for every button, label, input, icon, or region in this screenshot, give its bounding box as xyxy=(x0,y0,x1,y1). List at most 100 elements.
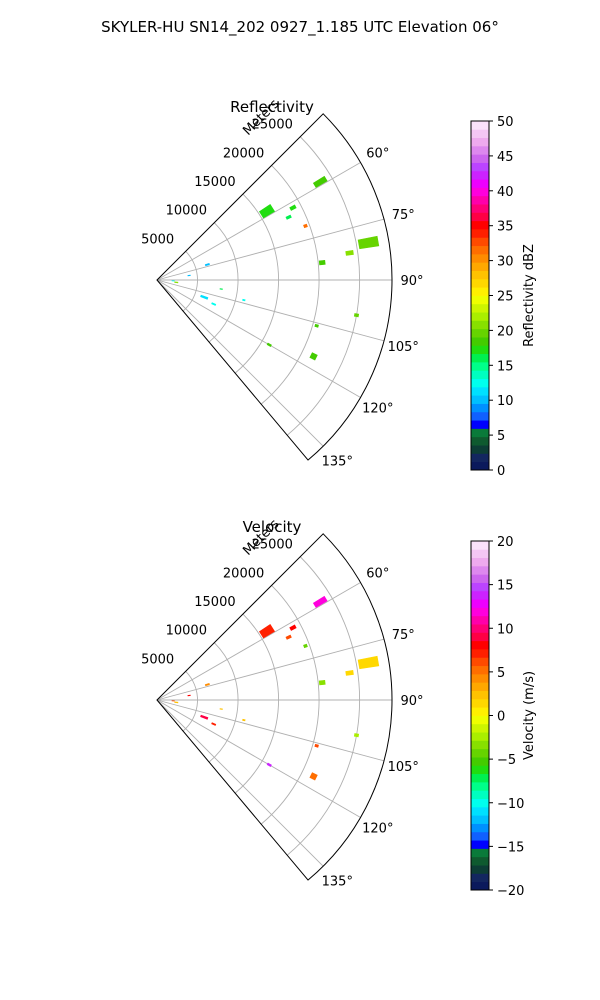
colorbar-tick-label: 40 xyxy=(497,185,514,200)
range-tick-label: 25000 xyxy=(252,538,293,553)
colorbar-segment xyxy=(471,599,489,608)
range-ring xyxy=(234,613,279,794)
colorbar-segment xyxy=(471,195,489,205)
radar-echo xyxy=(266,342,272,348)
colorbar-label: Velocity (m/s) xyxy=(522,671,537,760)
range-ring xyxy=(182,251,198,312)
panel-0: Reflectivity60°75°90°105°120°135°5000100… xyxy=(141,97,537,479)
colorbar-tick-label: −15 xyxy=(497,840,524,855)
colorbar-segment xyxy=(471,657,489,667)
colorbar-segment xyxy=(471,757,489,766)
radar-echo xyxy=(303,223,308,229)
colorbar-segment xyxy=(471,179,489,188)
radar-echo xyxy=(309,772,318,781)
azimuth-gridline xyxy=(156,699,385,762)
range-ring xyxy=(208,642,239,763)
colorbar-segment xyxy=(471,590,489,600)
radar-echo xyxy=(357,655,380,670)
angle-tick-label: 135° xyxy=(322,454,353,469)
azimuth-gridline xyxy=(156,279,385,342)
colorbar-segment xyxy=(471,698,489,708)
angle-tick-label: 120° xyxy=(362,821,393,836)
panel-1: Velocity 60° 75° 90° 105° 120° 135° 5000 10000 15… xyxy=(141,517,537,899)
colorbar-segment xyxy=(471,665,489,675)
colorbar-segment xyxy=(471,154,489,163)
radar-echo xyxy=(318,679,326,686)
range-ring xyxy=(182,671,198,732)
colorbar-segment xyxy=(471,565,489,575)
azimuth-gridline xyxy=(156,699,324,867)
radar-echo xyxy=(242,718,246,722)
range-tick-label: 20000 xyxy=(223,146,264,161)
radar-echo xyxy=(200,714,209,720)
range-tick-label: 25000 xyxy=(252,118,293,133)
colorbar-tick-label: 30 xyxy=(497,255,514,270)
sector-outline xyxy=(156,533,393,881)
colorbar-segment xyxy=(471,145,489,155)
colorbar-tick-label: 25 xyxy=(497,290,514,305)
sector-outline xyxy=(156,113,393,461)
radar-echo xyxy=(353,733,360,738)
azimuth-gridline xyxy=(156,638,385,701)
colorbar-segment xyxy=(471,790,489,799)
azimuth-gridline xyxy=(156,279,361,398)
colorbar-segment xyxy=(471,732,489,741)
angle-tick-label: 105° xyxy=(388,760,419,775)
azimuth-gridline xyxy=(156,699,361,818)
colorbar-tick-label: 10 xyxy=(497,394,514,409)
range-ring xyxy=(260,165,320,405)
radar-echo xyxy=(219,288,223,290)
colorbar-segment xyxy=(471,312,489,321)
colorbar-segment xyxy=(471,607,489,617)
colorbar-segment xyxy=(471,229,489,238)
colorbar-tick-label: 15 xyxy=(497,359,514,374)
colorbar-segment xyxy=(471,773,489,783)
colorbar-tick-label: −10 xyxy=(497,797,524,812)
colorbar-segment xyxy=(471,815,489,824)
colorbar-segment xyxy=(471,320,489,330)
radar-echo xyxy=(204,262,210,267)
azimuth-gridline xyxy=(156,279,324,447)
radar-echo xyxy=(353,313,360,318)
colorbar-segment xyxy=(471,245,489,255)
radar-echo xyxy=(289,204,297,211)
colorbar-segment xyxy=(471,445,489,454)
radar-echo xyxy=(314,743,319,748)
panels: Reflectivity60°75°90°105°120°135°5000100… xyxy=(141,97,537,899)
range-ring xyxy=(260,585,320,825)
colorbar: −20 −15 −10 −5 0 5 10 15 20 Velocity (m/s) xyxy=(470,535,537,899)
colorbar-segment xyxy=(471,170,489,180)
radar-echo xyxy=(219,708,223,710)
colorbar-segment xyxy=(471,640,489,650)
colorbar-segment xyxy=(471,831,489,841)
angle-tick-label: 90° xyxy=(400,274,423,289)
colorbar-segment xyxy=(471,453,489,463)
radar-echo xyxy=(174,701,179,704)
colorbar-segment xyxy=(471,840,489,849)
panel-title: Reflectivity xyxy=(230,98,314,116)
radar-echo xyxy=(289,624,297,631)
colorbar-segment xyxy=(471,848,489,858)
colorbar-segment xyxy=(471,237,489,247)
radar-echo xyxy=(345,670,354,676)
colorbar-tick-label: 0 xyxy=(497,464,505,479)
colorbar-segment xyxy=(471,204,489,213)
colorbar-segment xyxy=(471,723,489,733)
radar-echo xyxy=(259,623,276,639)
colorbar-tick-label: 20 xyxy=(497,324,514,339)
colorbar-segment xyxy=(471,353,489,363)
colorbar-segment xyxy=(471,295,489,305)
colorbar-segment xyxy=(471,337,489,346)
colorbar-tick-label: 20 xyxy=(497,535,514,550)
radar-echo xyxy=(187,274,191,277)
radar-echo xyxy=(259,203,276,219)
range-tick-label: 20000 xyxy=(223,566,264,581)
azimuth-gridline xyxy=(156,162,361,281)
figure-title: SKYLER-HU SN14_202 0927_1.185 UTC Elevat… xyxy=(101,18,499,37)
colorbar-segment xyxy=(471,823,489,833)
colorbar-segment xyxy=(471,137,489,147)
colorbar-segment xyxy=(471,582,489,592)
radar-echo xyxy=(242,298,246,302)
radar-echo xyxy=(174,281,179,284)
colorbar-tick-label: 5 xyxy=(497,429,505,444)
